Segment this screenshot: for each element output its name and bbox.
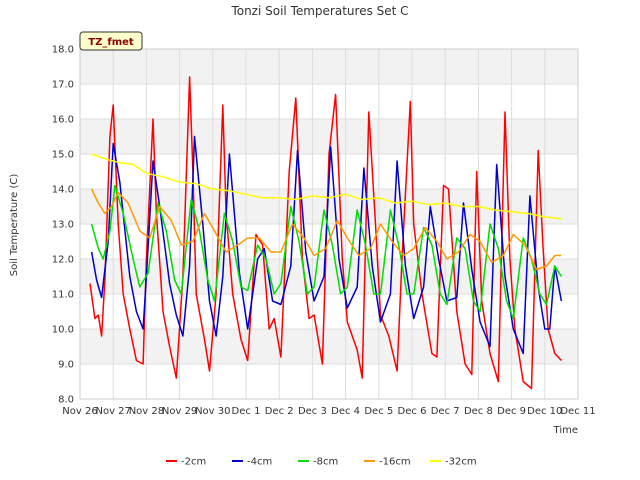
y-tick-label: 17.0: [52, 80, 74, 91]
x-tick-label: Dec 5: [364, 406, 393, 417]
plot-band: [80, 329, 578, 364]
x-tick-label: Dec 3: [298, 406, 327, 417]
y-tick-label: 12.0: [52, 255, 74, 266]
series-line-16cmcm: [90, 188, 562, 271]
plot-band: [80, 259, 578, 294]
x-tick-label: Dec 11: [560, 406, 595, 417]
x-tick-label: Dec 9: [497, 406, 526, 417]
x-tick-label: Dec 10: [527, 406, 562, 417]
x-tick-label: Dec 2: [265, 406, 294, 417]
site-badge: TZ_fmet: [79, 31, 143, 51]
y-axis-ticks: 8.0 9.0 10.0 11.0 12.0 13.0 14.0 15.0 16.0 17.0 18…: [52, 45, 74, 406]
series-line-4cmcm: [90, 135, 563, 355]
x-tick-label: Nov 29: [162, 406, 197, 417]
x-tick-label: Dec 8: [464, 406, 493, 417]
legend-label: -2cm: [181, 457, 206, 468]
site-badge-box: [79, 31, 143, 51]
x-tick-label: Dec 4: [331, 406, 360, 417]
y-tick-label: 13.0: [52, 220, 74, 231]
site-badge-label: TZ_fmet: [88, 37, 134, 48]
legend-label: -8cm: [313, 457, 338, 468]
chart-title: Tonzi Soil Temperatures Set C: [230, 4, 408, 18]
y-tick-label: 8.0: [58, 395, 74, 406]
legend-label: -4cm: [247, 457, 272, 468]
series-line-8cmcm: [90, 184, 563, 320]
x-tick-label: Nov 28: [129, 406, 164, 417]
plot-frame: [79, 48, 579, 400]
x-tick-label: Nov 26: [62, 406, 97, 417]
legend-label: -32cm: [445, 457, 477, 468]
x-tick-label: Dec 7: [431, 406, 460, 417]
y-tick-label: 9.0: [58, 360, 74, 371]
series-lines: [89, 76, 563, 390]
legend: -2cm -4cm -8cm -16cm -32cm: [166, 457, 477, 468]
series-line-2cmcm: [89, 76, 562, 390]
y-axis-label: Soil Temperature (C): [9, 174, 20, 277]
y-tick-label: 14.0: [52, 185, 74, 196]
y-tick-label: 11.0: [52, 290, 74, 301]
series-line-32cmcm: [91, 153, 562, 220]
x-tick-label: Nov 27: [95, 406, 130, 417]
x-tick-label: Nov 30: [195, 406, 230, 417]
x-tick-label: Dec 6: [398, 406, 427, 417]
y-tick-label: 10.0: [52, 325, 74, 336]
plot-band: [80, 49, 578, 84]
x-tick-label: Dec 1: [232, 406, 261, 417]
x-axis-label: Time: [553, 425, 578, 436]
y-tick-label: 16.0: [52, 115, 74, 126]
y-tick-label: 15.0: [52, 150, 74, 161]
legend-label: -16cm: [379, 457, 411, 468]
y-tick-label: 18.0: [52, 45, 74, 56]
